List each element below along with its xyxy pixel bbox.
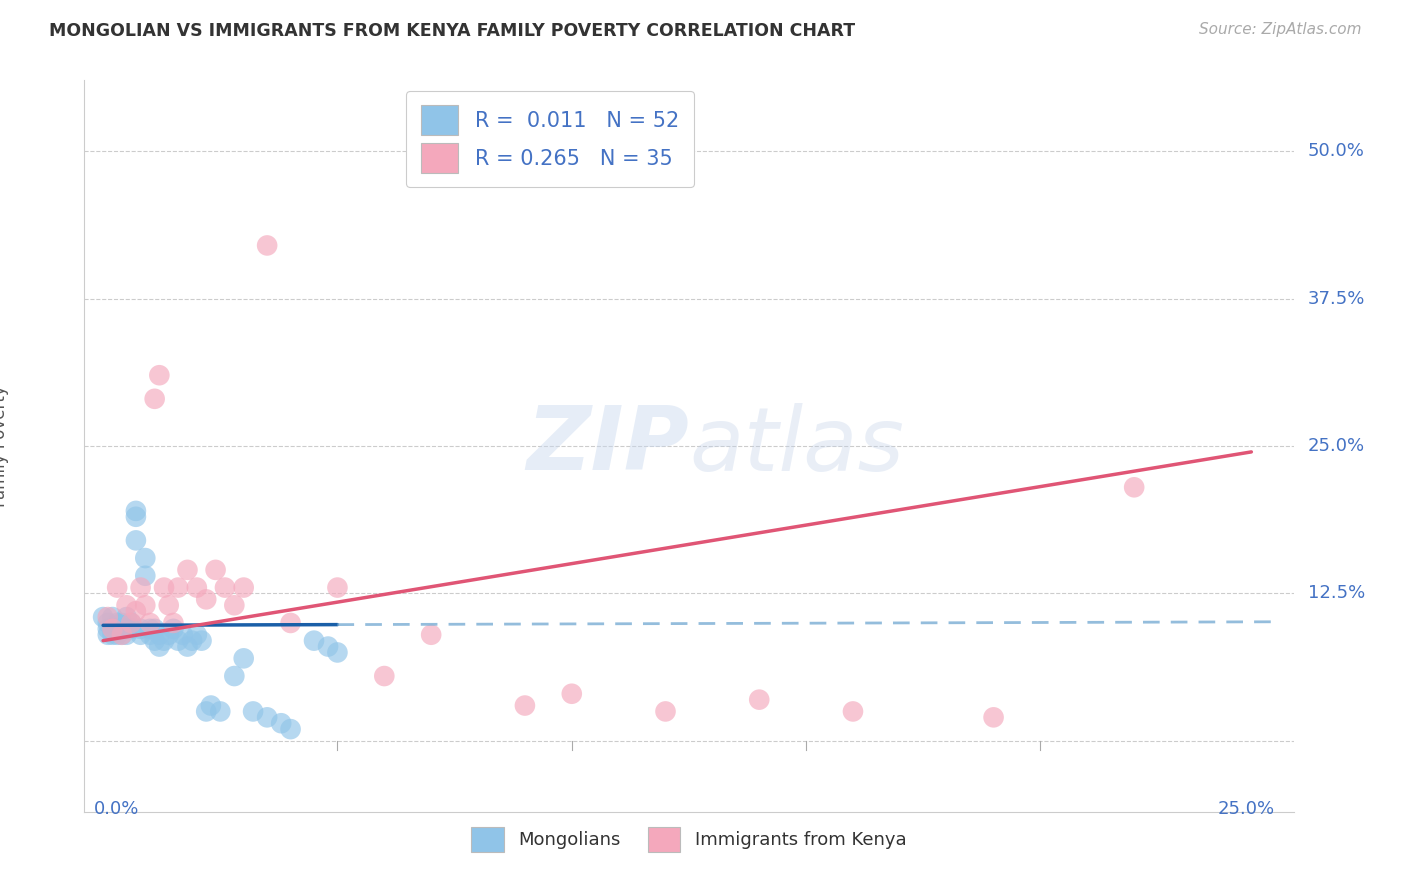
Point — [148, 640, 170, 654]
Point — [214, 581, 236, 595]
Point — [153, 581, 176, 595]
Text: 0.0%: 0.0% — [94, 800, 139, 818]
Text: MONGOLIAN VS IMMIGRANTS FROM KENYA FAMILY POVERTY CORRELATION CHART: MONGOLIAN VS IMMIGRANTS FROM KENYA FAMIL… — [49, 22, 855, 40]
Point — [654, 705, 676, 719]
Point — [120, 622, 142, 636]
Point — [983, 710, 1005, 724]
Point — [105, 628, 128, 642]
Point — [115, 599, 138, 613]
Point — [176, 563, 198, 577]
Point — [326, 645, 349, 659]
Point — [143, 392, 166, 406]
Text: 50.0%: 50.0% — [1308, 142, 1364, 160]
Text: 37.5%: 37.5% — [1308, 290, 1365, 308]
Point — [129, 581, 152, 595]
Point — [134, 568, 156, 582]
Text: Family Poverty: Family Poverty — [0, 385, 8, 507]
Text: ZIP: ZIP — [526, 402, 689, 490]
Point — [195, 592, 218, 607]
Point — [242, 705, 264, 719]
Point — [115, 610, 138, 624]
Point — [270, 716, 292, 731]
Point — [280, 722, 302, 736]
Point — [153, 633, 176, 648]
Point — [195, 705, 218, 719]
Point — [115, 628, 138, 642]
Point — [172, 628, 194, 642]
Point — [209, 705, 232, 719]
Point — [256, 710, 278, 724]
Point — [842, 705, 865, 719]
Point — [162, 622, 184, 636]
Point — [111, 622, 134, 636]
Point — [256, 238, 278, 252]
Point — [200, 698, 222, 713]
Text: atlas: atlas — [689, 403, 904, 489]
Point — [748, 692, 770, 706]
Point — [1123, 480, 1146, 494]
Point — [148, 368, 170, 383]
Point — [176, 640, 198, 654]
Point — [162, 615, 184, 630]
Point — [120, 615, 142, 630]
Point — [373, 669, 395, 683]
Point — [190, 633, 212, 648]
Point — [115, 622, 138, 636]
Point — [125, 604, 148, 618]
Point — [224, 599, 246, 613]
Point — [111, 615, 134, 630]
Text: 25.0%: 25.0% — [1308, 437, 1365, 455]
Point — [232, 581, 254, 595]
Point — [326, 581, 349, 595]
Point — [134, 599, 156, 613]
Point — [181, 633, 204, 648]
Point — [224, 669, 246, 683]
Point — [101, 628, 124, 642]
Point — [157, 599, 180, 613]
Point — [157, 628, 180, 642]
Point — [111, 628, 134, 642]
Point — [143, 622, 166, 636]
Point — [167, 633, 190, 648]
Point — [125, 504, 148, 518]
Point — [139, 622, 162, 636]
Text: 25.0%: 25.0% — [1218, 800, 1275, 818]
Point — [97, 622, 120, 636]
Point — [280, 615, 302, 630]
Point — [105, 581, 128, 595]
Point — [561, 687, 583, 701]
Point — [139, 628, 162, 642]
Point — [139, 615, 162, 630]
Point — [125, 509, 148, 524]
Point — [204, 563, 226, 577]
Point — [111, 628, 134, 642]
Point — [125, 533, 148, 548]
Point — [101, 610, 124, 624]
Point — [302, 633, 325, 648]
Point — [97, 615, 120, 630]
Point — [105, 622, 128, 636]
Point — [513, 698, 536, 713]
Point — [186, 628, 208, 642]
Text: Source: ZipAtlas.com: Source: ZipAtlas.com — [1198, 22, 1361, 37]
Point — [232, 651, 254, 665]
Point — [120, 615, 142, 630]
Point — [105, 615, 128, 630]
Point — [129, 622, 152, 636]
Point — [167, 581, 190, 595]
Text: 12.5%: 12.5% — [1308, 584, 1365, 602]
Point — [134, 551, 156, 566]
Point — [186, 581, 208, 595]
Legend: Mongolians, Immigrants from Kenya: Mongolians, Immigrants from Kenya — [458, 814, 920, 865]
Point — [148, 628, 170, 642]
Point — [129, 628, 152, 642]
Point — [101, 622, 124, 636]
Point — [97, 610, 120, 624]
Point — [91, 610, 114, 624]
Point — [143, 633, 166, 648]
Point — [101, 622, 124, 636]
Point — [420, 628, 443, 642]
Point — [316, 640, 339, 654]
Point — [97, 628, 120, 642]
